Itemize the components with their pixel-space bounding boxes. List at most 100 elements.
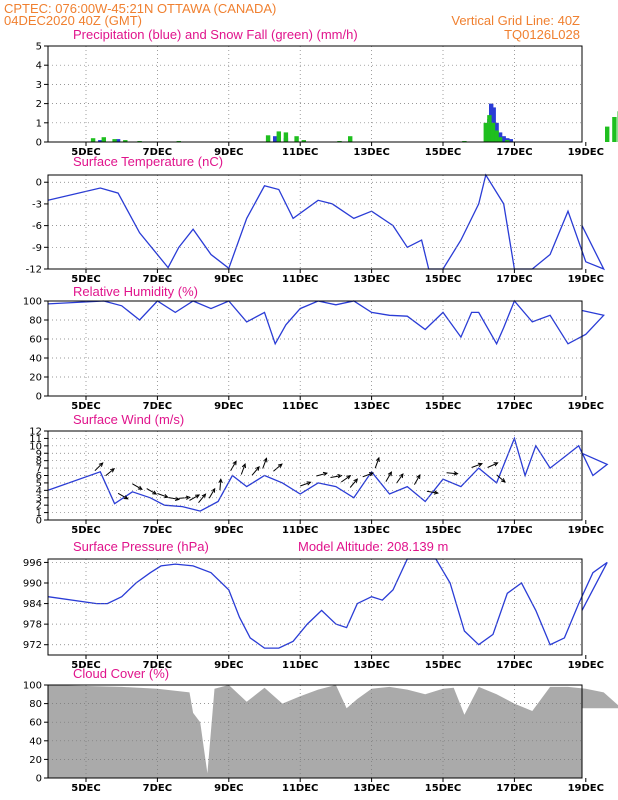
precipitation-xtick-label: 7DEC (143, 147, 172, 158)
wind-arrow-head (98, 462, 104, 467)
precipitation-bar (501, 136, 506, 142)
pressure-xtick-label: 13DEC (353, 660, 389, 671)
wind-arrow (374, 457, 380, 469)
cloud-cover-ytick-label: 80 (29, 699, 42, 710)
precipitation-xtick-label: 9DEC (214, 147, 243, 158)
temperature-xtick-label: 17DEC (496, 274, 532, 285)
wind-arrow-head (353, 478, 359, 484)
wind-arrow (146, 488, 157, 495)
temperature-plot: 0 -3 -6 -9 -12 5DEC 7DEC 9DEC 11DEC 13DEC 15DEC 17D… (26, 173, 606, 285)
precipitation-plot: 0 1 2 3 4 5 5DEC 7DEC 9DEC 11DEC 13DEC 15DEC 17DEC 19… (36, 42, 618, 158)
humidity-xtick-label: 9DEC (214, 401, 243, 412)
wind-arrow-head (477, 462, 483, 467)
wind-arrow (168, 497, 179, 500)
wind-xtick-label: 9DEC (214, 525, 243, 536)
cloud-cover-area (48, 685, 618, 778)
panel-precipitation: Precipitation (blue) and Snow Fall (gree… (36, 27, 618, 158)
wind-arrow-head (163, 494, 169, 499)
temperature-ytick-label: -9 (32, 243, 42, 254)
pressure-line (47, 558, 608, 649)
temperature-xtick-label: 13DEC (353, 274, 389, 285)
temperature-title: Surface Temperature (nC) (73, 154, 223, 169)
wind-ytick-label: 7 (36, 464, 42, 475)
precipitation-xtick-label: 19DEC (568, 147, 604, 158)
wind-arrow-head (493, 462, 499, 467)
wind-arrow (94, 462, 104, 472)
wind-arrow (385, 471, 392, 482)
precipitation-bar (273, 136, 278, 142)
precipitation-xtick-label: 11DEC (282, 147, 318, 158)
cloud-cover-xtick-label: 17DEC (496, 783, 532, 794)
wind-arrow (330, 475, 342, 478)
wind-title: Surface Wind (m/s) (73, 412, 184, 427)
humidity-xtick-label: 5DEC (71, 401, 100, 412)
precipitation-bar (487, 115, 492, 142)
pressure-ytick-label: 972 (23, 640, 42, 651)
header-grid-note: Vertical Grid Line: 40Z (451, 13, 580, 28)
wind-arrow-head (123, 495, 129, 500)
precipitation-bar (283, 132, 289, 142)
wind-arrow (446, 472, 458, 475)
temperature-frame (47, 174, 583, 270)
wind-ytick-label: 11 (29, 434, 42, 445)
cloud-cover-title: Cloud Cover (%) (73, 666, 169, 681)
wind-arrow (198, 493, 206, 504)
wind-arrow (396, 473, 404, 484)
pressure-xtick-label: 7DEC (143, 660, 172, 671)
humidity-xtick-label: 11DEC (282, 401, 318, 412)
wind-arrow-head (433, 490, 439, 495)
pressure-ytick-label: 978 (23, 620, 42, 631)
precipitation-bar (494, 130, 499, 142)
wind-ytick-label: 3 (36, 493, 42, 504)
precipitation-ytick-label: 0 (36, 138, 42, 149)
cloud-cover-xtick-label: 13DEC (353, 783, 389, 794)
temperature-ytick-label: 0 (36, 178, 42, 189)
precipitation-xtick-label: 13DEC (353, 147, 389, 158)
cloud-cover-xtick-label: 11DEC (282, 783, 318, 794)
temperature-xtick-label: 7DEC (143, 274, 172, 285)
precipitation-bar (508, 139, 513, 142)
precipitation-ytick-label: 4 (36, 61, 42, 72)
humidity-title: Relative Humidity (%) (73, 284, 198, 299)
precipitation-bar (101, 137, 106, 142)
wind-ytick-label: 9 (36, 449, 42, 460)
cloud-cover-ytick-label: 40 (29, 736, 42, 747)
panel-temperature: Surface Temperature (nC) 0 -3 -6 -9 -12 5DEC 7… (26, 154, 606, 285)
precipitation-bar (294, 136, 299, 142)
panel-cloud-cover: Cloud Cover (%) 0 20 40 60 80 100 5DEC 7DEC 9DEC… (23, 666, 618, 794)
wind-arrow (413, 474, 421, 485)
cloud-cover-xtick-label: 15DEC (425, 783, 461, 794)
wind-xtick-label: 7DEC (143, 525, 172, 536)
wind-arrow (487, 462, 498, 468)
wind-arrow (316, 472, 328, 477)
cloud-cover-xtick-label: 5DEC (71, 783, 100, 794)
humidity-xtick-label: 13DEC (353, 401, 389, 412)
wind-arrow (117, 492, 128, 500)
humidity-frame (47, 300, 583, 397)
cloud-cover-ytick-label: 0 (36, 774, 42, 785)
wind-arrow-head (241, 463, 246, 469)
humidity-line (47, 299, 605, 346)
cloud-cover-xtick-label: 19DEC (568, 783, 604, 794)
wind-arrow-head (416, 473, 421, 480)
wind-arrow-head (218, 478, 223, 484)
precipitation-ytick-label: 1 (36, 118, 42, 129)
temperature-ytick-label: -12 (26, 265, 42, 276)
panel-pressure: Surface Pressure (hPa) Model Altitude: 2… (23, 539, 608, 671)
wind-arrow-head (195, 494, 201, 499)
cloud-cover-plot: 0 20 40 60 80 100 5DEC 7DEC 9DEC 11DEC 13DEC 15DEC 1… (23, 681, 618, 794)
wind-xtick-label: 19DEC (568, 525, 604, 536)
wind-arrow (208, 488, 216, 499)
wind-ytick-label: 0 (36, 516, 42, 527)
temperature-xtick-label: 11DEC (282, 274, 318, 285)
wind-xtick-label: 15DEC (425, 525, 461, 536)
wind-arrow (341, 475, 351, 483)
wind-xtick-label: 13DEC (353, 525, 389, 536)
precipitation-bar (98, 140, 103, 142)
wind-arrow-head (137, 485, 143, 490)
wind-arrow (157, 493, 168, 498)
humidity-xtick-label: 19DEC (568, 401, 604, 412)
temperature-xtick-label: 19DEC (568, 274, 604, 285)
